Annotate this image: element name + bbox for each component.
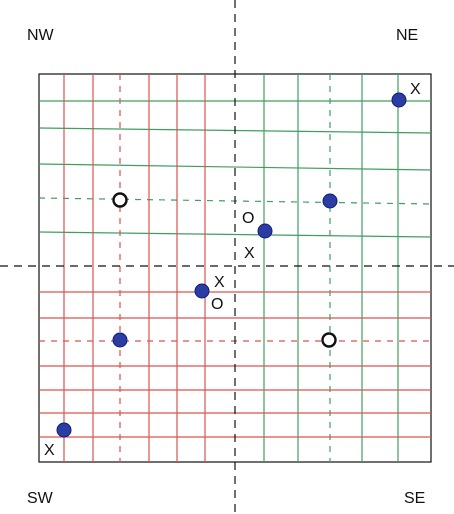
label-ne: NE [396,27,418,44]
filled-point-sw-mid [112,332,128,348]
green-grid [38,74,432,462]
point-label-mid-x: X [214,274,225,291]
hollow-point-nw [112,192,128,208]
red-grid [39,74,431,462]
point-label-center-o: O [242,210,254,227]
filled-point-ne-top [391,92,407,108]
label-nw: NW [27,27,55,44]
filled-point-center-right [257,223,273,239]
green-hline [38,231,432,238]
filled-point-sw-bottom [56,422,72,438]
filled-point-ne-mid [322,193,338,209]
green-hline [38,163,432,171]
label-se: SE [404,490,425,507]
point-label-center-x: X [244,245,255,262]
hollow-point-se [321,332,337,348]
filled-point-center-left [194,283,210,299]
point-label-mid-o: O [211,296,223,313]
point-label-sw-bottom-x: X [44,442,55,459]
label-sw: SW [27,490,54,507]
point-label-ne-top-x: X [410,81,421,98]
